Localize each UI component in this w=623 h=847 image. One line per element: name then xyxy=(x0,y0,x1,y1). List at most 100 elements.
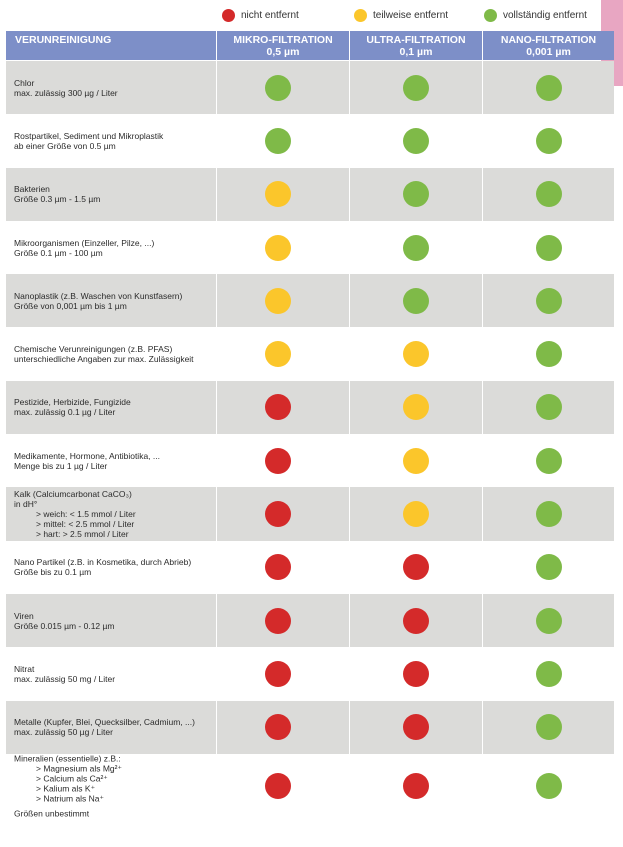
header-contaminant: VERUNREINIGUNG xyxy=(6,31,216,60)
green-dot-icon xyxy=(536,554,562,581)
column-divider xyxy=(482,61,483,847)
contaminant-description: Chlor max. zulässig 300 µg / Liter xyxy=(14,78,219,98)
header-title: NANO-FILTRATION xyxy=(500,34,597,46)
description-line: Metalle (Kupfer, Blei, Quecksilber, Cadm… xyxy=(14,717,195,728)
table-row: Rostpartikel, Sediment und Mikroplastik a… xyxy=(6,114,614,167)
yellow-dot-icon xyxy=(265,287,291,314)
contaminant-description: Nitrat max. zulässig 50 mg / Liter xyxy=(14,664,219,684)
table-row: Nitrat max. zulässig 50 mg / Liter xyxy=(6,647,614,700)
description-line: max. zulässig 0.1 µg / Liter xyxy=(14,407,116,418)
description-line: Größe bis zu 0.1 µm xyxy=(14,567,92,578)
table-row: Metalle (Kupfer, Blei, Quecksilber, Cadm… xyxy=(6,700,614,754)
red-dot-icon xyxy=(403,554,429,581)
header-size: 0,5 µm xyxy=(266,46,300,58)
description-line: Pestizide, Herbizide, Fungizide xyxy=(14,397,131,408)
red-dot-icon xyxy=(265,660,291,687)
contaminant-description: Pestizide, Herbizide, Fungizide max. zulä… xyxy=(14,397,219,417)
legend-label: vollständig entfernt xyxy=(503,10,587,21)
red-dot-icon xyxy=(265,714,291,741)
table-row: Mikroorganismen (Einzeller, Pilze, ...) G… xyxy=(6,221,614,274)
contaminant-description: Nano Partikel (z.B. in Kosmetika, durch … xyxy=(14,557,219,577)
red-dot-icon xyxy=(403,660,429,687)
red-dot-icon xyxy=(265,501,291,528)
green-dot-icon xyxy=(536,127,562,154)
red-dot-icon xyxy=(265,772,291,799)
contaminant-description: Mikroorganismen (Einzeller, Pilze, ...) G… xyxy=(14,238,219,258)
contaminant-description: Viren Größe 0.015 µm - 0.12 µm xyxy=(14,611,219,631)
green-dot-icon xyxy=(536,74,562,101)
red-dot-icon xyxy=(265,394,291,421)
green-dot-icon xyxy=(536,607,562,634)
red-dot-icon xyxy=(265,447,291,474)
green-dot-icon xyxy=(536,660,562,687)
description-line: max. zulässig 300 µg / Liter xyxy=(14,87,118,98)
column-divider xyxy=(349,61,350,847)
table-row: Medikamente, Hormone, Antibiotika, ... Me… xyxy=(6,434,614,487)
description-line: Viren xyxy=(14,610,34,621)
table-header: VERUNREINIGUNG MIKRO-FILTRATION 0,5 µm U… xyxy=(6,31,614,60)
green-dot-icon xyxy=(484,9,497,22)
yellow-dot-icon xyxy=(265,234,291,261)
description-subline: > Natrium als Na⁺ xyxy=(36,793,105,804)
description-subline: > weich: < 1.5 mmol / Liter xyxy=(36,509,136,520)
yellow-dot-icon xyxy=(265,341,291,368)
header-micro-filtration: MIKRO-FILTRATION 0,5 µm xyxy=(216,31,349,60)
description-subline: > Magnesium als Mg²⁺ xyxy=(36,763,122,774)
green-dot-icon xyxy=(536,394,562,421)
contaminant-description: Nanoplastik (z.B. Waschen von Kunstfaser… xyxy=(14,291,219,311)
description-line: Medikamente, Hormone, Antibiotika, ... xyxy=(14,450,160,461)
green-dot-icon xyxy=(536,234,562,261)
green-dot-icon xyxy=(536,772,562,799)
description-line: Nano Partikel (z.B. in Kosmetika, durch … xyxy=(14,557,192,568)
table-row: Bakterien Größe 0.3 µm - 1.5 µm xyxy=(6,167,614,221)
yellow-dot-icon xyxy=(354,9,367,22)
header-size: 0,001 µm xyxy=(526,46,571,58)
description-line: Kalk (Calciumcarbonat CaCO₃) xyxy=(14,489,132,500)
contaminant-description: Metalle (Kupfer, Blei, Quecksilber, Cadm… xyxy=(14,717,219,737)
description-line: ab einer Größe von 0.5 µm xyxy=(14,140,116,151)
description-line: Nitrat xyxy=(14,663,35,674)
description-subline: > Kalium als K⁺ xyxy=(36,783,96,794)
table-row: Nano Partikel (z.B. in Kosmetika, durch … xyxy=(6,541,614,594)
table-row: Nanoplastik (z.B. Waschen von Kunstfaser… xyxy=(6,274,614,328)
table-row: Pestizide, Herbizide, Fungizide max. zulä… xyxy=(6,380,614,435)
legend-label: nicht entfernt xyxy=(241,10,299,21)
description-line: Nanoplastik (z.B. Waschen von Kunstfaser… xyxy=(14,290,183,301)
green-dot-icon xyxy=(403,181,429,208)
green-dot-icon xyxy=(403,127,429,154)
header-nano-filtration: NANO-FILTRATION 0,001 µm xyxy=(482,31,614,60)
table-row: Chlor max. zulässig 300 µg / Liter xyxy=(6,61,614,115)
description-line: in dH° xyxy=(14,499,38,510)
green-dot-icon xyxy=(536,714,562,741)
header-ultra-filtration: ULTRA-FILTRATION 0,1 µm xyxy=(349,31,482,60)
header-title: MIKRO-FILTRATION xyxy=(233,34,333,46)
contaminant-description: Chemische Verunreinigungen (z.B. PFAS) un… xyxy=(14,344,219,364)
red-dot-icon xyxy=(403,772,429,799)
legend-item-full: vollständig entfernt xyxy=(484,9,587,22)
table-row: Viren Größe 0.015 µm - 0.12 µm xyxy=(6,593,614,648)
description-line: Menge bis zu 1 µg / Liter xyxy=(14,460,108,471)
description-line: Rostpartikel, Sediment und Mikroplastik xyxy=(14,130,164,141)
green-dot-icon xyxy=(403,287,429,314)
yellow-dot-icon xyxy=(403,341,429,368)
description-footer: Größen unbestimmt xyxy=(14,808,90,819)
description-subline: > mittel: < 2.5 mmol / Liter xyxy=(36,519,135,530)
description-line: Chlor xyxy=(14,77,35,88)
red-dot-icon xyxy=(222,9,235,22)
yellow-dot-icon xyxy=(403,501,429,528)
table-row: Mineralien (essentielle) z.B.: > Magnesiu… xyxy=(6,753,614,819)
red-dot-icon xyxy=(265,607,291,634)
green-dot-icon xyxy=(536,341,562,368)
red-dot-icon xyxy=(265,554,291,581)
contaminant-description: Rostpartikel, Sediment und Mikroplastik a… xyxy=(14,131,219,151)
header-size: 0,1 µm xyxy=(399,46,433,58)
yellow-dot-icon xyxy=(403,447,429,474)
green-dot-icon xyxy=(536,501,562,528)
contaminant-description: Kalk (Calciumcarbonat CaCO₃) in dH° > weic… xyxy=(14,489,219,539)
legend-item-none: nicht entfernt xyxy=(222,9,299,22)
legend-label: teilweise entfernt xyxy=(373,10,449,21)
red-dot-icon xyxy=(403,714,429,741)
yellow-dot-icon xyxy=(403,394,429,421)
column-divider xyxy=(216,61,217,847)
description-line: max. zulässig 50 µg / Liter xyxy=(14,727,113,738)
